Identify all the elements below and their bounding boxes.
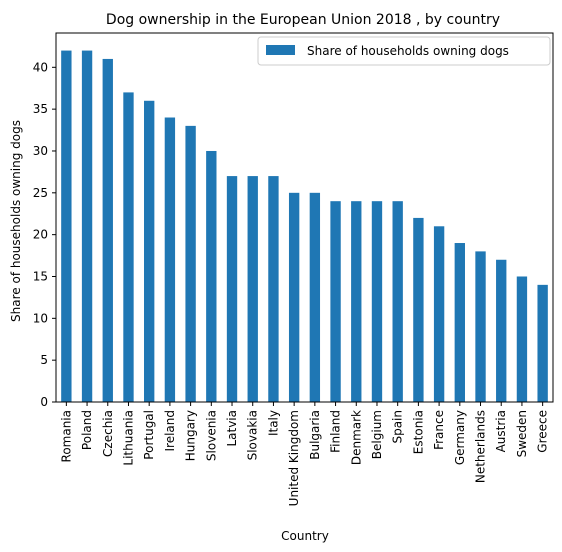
legend-frame: [257, 36, 551, 66]
y-tick-label: 40: [33, 60, 48, 74]
y-axis-title: Share of households owning dogs: [9, 120, 23, 322]
x-tick-label: Ireland: [163, 410, 177, 452]
bar-denmark: [351, 201, 362, 402]
chart-title: Dog ownership in the European Union 2018…: [106, 12, 500, 28]
x-tick-label: Germany: [453, 410, 467, 465]
x-tick-label: Greece: [536, 410, 550, 453]
x-tick-label: Netherlands: [474, 410, 488, 483]
bar-netherlands: [475, 251, 486, 402]
x-tick-label: United Kingdom: [287, 410, 301, 506]
x-tick-label: Lithuania: [121, 410, 135, 466]
bar-austria: [496, 259, 507, 402]
x-tick-label: Portugal: [142, 410, 156, 460]
y-tick-label: 10: [33, 311, 48, 325]
bar-spain: [392, 201, 403, 402]
x-tick-label: Poland: [80, 410, 94, 450]
x-tick-label: Czechia: [101, 410, 115, 457]
y-tick-label: 0: [40, 395, 48, 409]
x-tick-label: Italy: [266, 410, 280, 436]
x-tick-label: Finland: [329, 410, 343, 453]
x-tick-label: Denmark: [349, 410, 363, 465]
legend: Share of households owning dogs: [257, 36, 551, 66]
x-tick-label: Austria: [494, 410, 508, 452]
bar-greece: [537, 284, 548, 402]
bar-romania: [61, 50, 72, 402]
plot-area: 0 5 10 15 20 25 30 35 40 Romania Poland Czechia Lith…: [33, 32, 554, 506]
x-tick-label: Sweden: [515, 410, 529, 457]
x-tick-label: Spain: [391, 410, 405, 444]
bar-united-kingdom: [288, 192, 300, 402]
y-tick-label: 15: [33, 269, 48, 283]
bar-belgium: [371, 201, 383, 402]
bar-ireland: [164, 117, 176, 403]
x-tick-label: Romania: [59, 410, 73, 462]
bar-france: [433, 226, 445, 402]
bar-slovakia: [247, 176, 258, 402]
bar-czechia: [102, 58, 113, 402]
bar-portugal: [144, 100, 155, 402]
y-tick-label: 35: [33, 102, 48, 116]
y-tick-label: 25: [33, 186, 48, 200]
legend-label: Share of households owning dogs: [307, 44, 509, 58]
bar-bulgaria: [309, 192, 321, 402]
y-tick-label: 30: [33, 144, 48, 158]
x-tick-label: Latvia: [225, 410, 239, 447]
y-tick-label: 5: [40, 353, 48, 367]
legend-swatch: [266, 45, 295, 55]
bar-lithuania: [123, 92, 134, 402]
x-axis-title: Country: [281, 529, 329, 543]
x-tick-label: Estonia: [411, 410, 425, 454]
bar-latvia: [226, 176, 238, 402]
bar-poland: [81, 50, 93, 402]
x-tick-label: Belgium: [370, 410, 384, 459]
bar-hungary: [185, 125, 196, 402]
bar-italy: [268, 176, 279, 402]
bar-slovenia: [206, 150, 217, 402]
axes-frame: [55, 32, 554, 403]
x-tick-label: Slovenia: [204, 410, 218, 461]
y-tick-label: 20: [33, 228, 48, 242]
x-tick-label: Slovakia: [246, 410, 260, 460]
bar-finland: [330, 201, 341, 402]
x-tick-label: Hungary: [184, 410, 198, 461]
bar-estonia: [413, 217, 424, 402]
bar-germany: [454, 243, 465, 402]
bar-sweden: [516, 276, 528, 402]
x-tick-label: France: [432, 410, 446, 450]
x-tick-label: Bulgaria: [308, 410, 322, 460]
